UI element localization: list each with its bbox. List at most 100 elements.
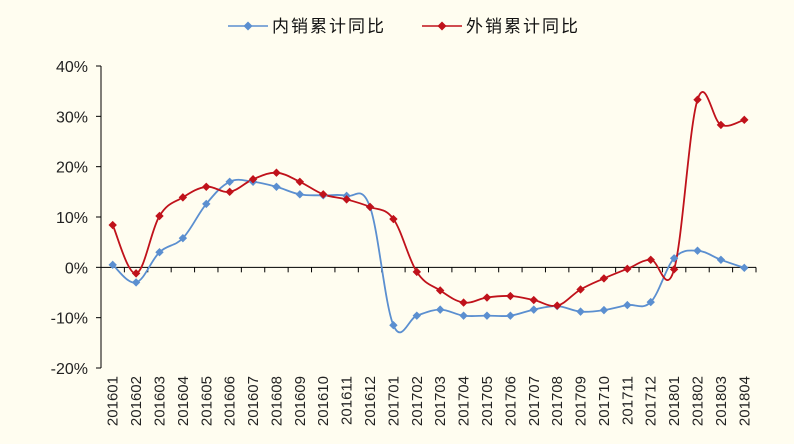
y-tick-label: 10% [56, 210, 88, 227]
data-point-s1-201802 [693, 95, 702, 104]
data-point-s0-201605 [202, 199, 211, 209]
data-point-s1-201601 [108, 220, 117, 230]
data-point-s1-201602 [131, 269, 141, 278]
x-tick-label: 201702 [409, 376, 426, 426]
x-tick-label: 201606 [222, 376, 239, 426]
x-tick-label: 201701 [385, 376, 402, 426]
data-point-s0-201703 [435, 305, 445, 314]
data-point-s1-201709 [576, 285, 585, 294]
x-tick-label: 201604 [175, 376, 192, 426]
series-points [108, 95, 749, 330]
data-point-s0-201608 [272, 182, 281, 191]
data-point-s0-201803 [716, 255, 726, 264]
data-point-s1-201701 [389, 214, 398, 224]
data-point-s1-201612 [365, 202, 375, 212]
x-tick-label: 201802 [690, 376, 707, 426]
x-tick-label: 201612 [362, 376, 379, 426]
data-point-s0-201804 [740, 263, 749, 273]
x-tick-label: 201708 [549, 376, 566, 426]
x-tick-label: 201803 [713, 376, 730, 426]
data-point-s1-201803 [716, 120, 726, 130]
x-tick-label: 201608 [268, 376, 285, 426]
data-point-s1-201610 [319, 190, 328, 199]
data-point-s1-201608 [272, 168, 281, 177]
x-tick-label: 201801 [666, 376, 683, 426]
x-tick-label: 201710 [596, 376, 613, 426]
x-tick-label: 201611 [339, 376, 356, 425]
y-tick-label: 20% [56, 160, 88, 177]
data-point-s1-201711 [623, 264, 632, 274]
data-point-s1-201702 [412, 267, 422, 277]
data-point-s0-201609 [295, 190, 305, 199]
x-tick-label: 201703 [432, 376, 449, 426]
series-lines [111, 91, 745, 334]
data-point-s1-201801 [669, 265, 679, 274]
data-point-s1-201706 [506, 291, 515, 301]
data-point-s0-201707 [529, 305, 538, 314]
data-point-s0-201711 [623, 300, 632, 310]
x-tick-label: 201609 [292, 376, 309, 426]
x-tick-label: 201602 [128, 376, 145, 426]
data-point-s1-201611 [342, 195, 351, 204]
data-point-s0-201712 [646, 297, 655, 307]
x-tick-label: 201610 [315, 376, 332, 426]
legend: 内销累计同比 外销累计同比 [228, 17, 580, 37]
x-tick-label: 201704 [456, 376, 473, 426]
data-point-s0-201702 [412, 311, 422, 320]
data-point-s1-201603 [155, 211, 164, 221]
x-tick-label: 201709 [573, 376, 590, 426]
data-point-s1-201607 [248, 175, 258, 184]
x-tick-label: 201705 [479, 376, 496, 426]
data-point-s1-201804 [740, 115, 749, 125]
legend-marker-domestic [243, 21, 253, 31]
data-point-s0-201710 [599, 305, 609, 315]
y-axis-ticks: -20% -10% 0% 10% 20% 30% 40% [51, 59, 101, 378]
y-tick-label: 30% [56, 109, 88, 126]
x-tick-label: 201707 [526, 376, 543, 426]
x-tick-label: 201711 [619, 376, 636, 425]
series-line-1 [111, 91, 745, 307]
data-point-s0-201802 [693, 246, 702, 255]
x-axis-ticks: 201601 201602 201603 201604 201605 201606 2016… [100, 267, 757, 426]
y-tick-label: 40% [56, 59, 88, 76]
data-point-s0-201602 [131, 278, 141, 287]
data-point-s0-201601 [108, 260, 117, 270]
data-point-s0-201606 [225, 177, 234, 186]
x-tick-label: 201712 [643, 376, 660, 426]
data-point-s1-201604 [178, 193, 188, 202]
y-tick-label: -20% [51, 361, 88, 378]
legend-marker-export [437, 21, 447, 31]
data-point-s1-201606 [225, 187, 234, 197]
legend-item-domestic: 内销累计同比 [228, 17, 386, 37]
x-tick-label: 201804 [736, 376, 753, 426]
data-point-s1-201609 [295, 177, 305, 186]
data-point-s0-201603 [155, 248, 164, 257]
data-point-s0-201706 [506, 311, 515, 320]
series-line-0 [112, 178, 745, 334]
data-point-s1-201703 [435, 286, 445, 295]
data-point-s1-201712 [646, 255, 655, 264]
legend-label-domestic: 内销累计同比 [272, 17, 386, 37]
data-point-s0-201701 [389, 321, 398, 330]
data-point-s1-201710 [599, 274, 609, 283]
y-tick-label: -10% [51, 311, 88, 328]
y-tick-label: 0% [65, 260, 88, 277]
data-point-s0-201801 [669, 254, 679, 263]
legend-item-export: 外销累计同比 [422, 17, 580, 37]
data-point-s0-201704 [459, 311, 468, 320]
data-point-s1-201707 [529, 295, 538, 305]
x-tick-label: 201603 [151, 376, 168, 426]
x-tick-label: 201706 [502, 376, 519, 426]
data-point-s1-201708 [552, 301, 562, 310]
data-point-s0-201604 [178, 233, 188, 243]
data-point-s0-201709 [576, 307, 585, 316]
legend-label-export: 外销累计同比 [466, 17, 580, 37]
x-tick-label: 201605 [198, 376, 215, 426]
data-point-s1-201704 [459, 298, 468, 307]
data-point-s1-201605 [202, 182, 211, 191]
data-point-s0-201705 [482, 311, 492, 320]
x-tick-label: 201601 [105, 376, 122, 426]
x-tick-label: 201607 [245, 376, 262, 426]
